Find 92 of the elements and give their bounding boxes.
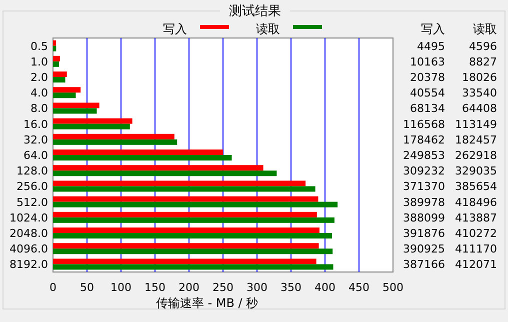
text: 329035	[455, 164, 497, 178]
y-tick-label: 4.0	[30, 86, 48, 100]
bar	[53, 248, 333, 254]
x-tick-label: 200	[178, 281, 200, 294]
bar	[53, 150, 223, 155]
bar	[53, 40, 56, 46]
text: 40554	[410, 86, 445, 100]
bar	[53, 212, 317, 218]
bar	[53, 217, 334, 223]
x-tick-label: 300	[246, 281, 268, 294]
text: 413887	[455, 211, 497, 224]
text: 4495	[417, 40, 445, 53]
text: 8827	[469, 55, 497, 68]
bar	[53, 202, 338, 208]
y-tick-label: 4096.0	[10, 242, 48, 256]
x-tick-label: 350	[280, 281, 302, 294]
bar	[53, 92, 76, 98]
x-tick-label: 50	[80, 281, 94, 294]
bar	[53, 264, 334, 270]
text: 10163	[410, 55, 445, 68]
y-tick-label: 0.5	[30, 40, 48, 53]
bar	[53, 46, 56, 52]
x-axis-title: 传输速率 - MB / 秒	[156, 296, 258, 310]
text: 411170	[455, 242, 497, 256]
bar	[53, 134, 174, 140]
text: 18026	[462, 71, 497, 84]
text: 389978	[403, 196, 445, 209]
text: 20378	[410, 71, 445, 84]
text: 410272	[455, 227, 497, 240]
text: 262918	[455, 149, 497, 162]
x-tick-label: 450	[348, 281, 370, 294]
y-tick-label: 256.0	[16, 180, 48, 194]
y-tick-label: 2048.0	[10, 227, 48, 240]
bar	[53, 196, 318, 202]
text: 385654	[455, 180, 497, 194]
bar	[53, 180, 306, 186]
x-tick-label: 0	[50, 281, 56, 294]
text: 249853	[403, 149, 445, 162]
x-tick-label: 400	[314, 281, 336, 294]
text: 178462	[403, 133, 445, 146]
bar	[53, 102, 100, 108]
text: 写入	[421, 22, 445, 36]
text: 64408	[462, 102, 497, 116]
text: 387166	[403, 258, 445, 272]
y-tick-label: 1024.0	[10, 211, 48, 224]
y-tick-label: 8.0	[30, 102, 48, 116]
y-tick-label: 1.0	[30, 55, 48, 68]
bar	[53, 72, 67, 77]
y-tick-label: 8192.0	[10, 258, 48, 272]
bar	[53, 61, 59, 67]
bar	[53, 243, 319, 249]
y-tick-label: 512.0	[16, 196, 48, 209]
text: 113149	[455, 118, 497, 131]
bar	[53, 155, 232, 160]
text: 412071	[455, 258, 497, 272]
legend-label: 写入	[163, 22, 187, 36]
bar	[53, 77, 66, 82]
y-tick-label: 128.0	[16, 164, 48, 178]
bar	[53, 87, 81, 93]
text: 371370	[403, 180, 445, 194]
bar	[53, 139, 178, 145]
text: 4596	[469, 40, 497, 53]
x-tick-label: 500	[382, 281, 404, 294]
text: 309232	[403, 164, 445, 178]
bar	[53, 258, 316, 264]
bar	[53, 165, 264, 171]
text: 418496	[455, 196, 497, 209]
bar	[53, 228, 320, 233]
y-tick-label: 2.0	[30, 71, 48, 84]
text: 33540	[462, 86, 497, 100]
x-tick-label: 150	[144, 281, 166, 294]
y-tick-label: 32.0	[24, 133, 48, 146]
text: 391876	[403, 227, 445, 240]
legend-label: 读取	[256, 22, 280, 36]
text: 读取	[473, 22, 497, 36]
text: 182457	[455, 133, 497, 146]
bar	[53, 233, 332, 238]
y-tick-label: 16.0	[24, 118, 48, 131]
text: 68134	[410, 102, 445, 116]
bar	[53, 186, 316, 192]
y-tick-label: 64.0	[24, 149, 48, 162]
text: 390925	[403, 242, 445, 256]
text: 388099	[403, 211, 445, 224]
x-tick-label: 250	[212, 281, 234, 294]
bar	[53, 124, 130, 130]
x-tick-label: 100	[110, 281, 132, 294]
bar	[53, 118, 132, 124]
bar	[53, 170, 277, 176]
bar	[53, 108, 97, 114]
bar	[53, 56, 60, 62]
chart-title: 测试结果	[229, 4, 281, 19]
text: 116568	[403, 118, 445, 131]
